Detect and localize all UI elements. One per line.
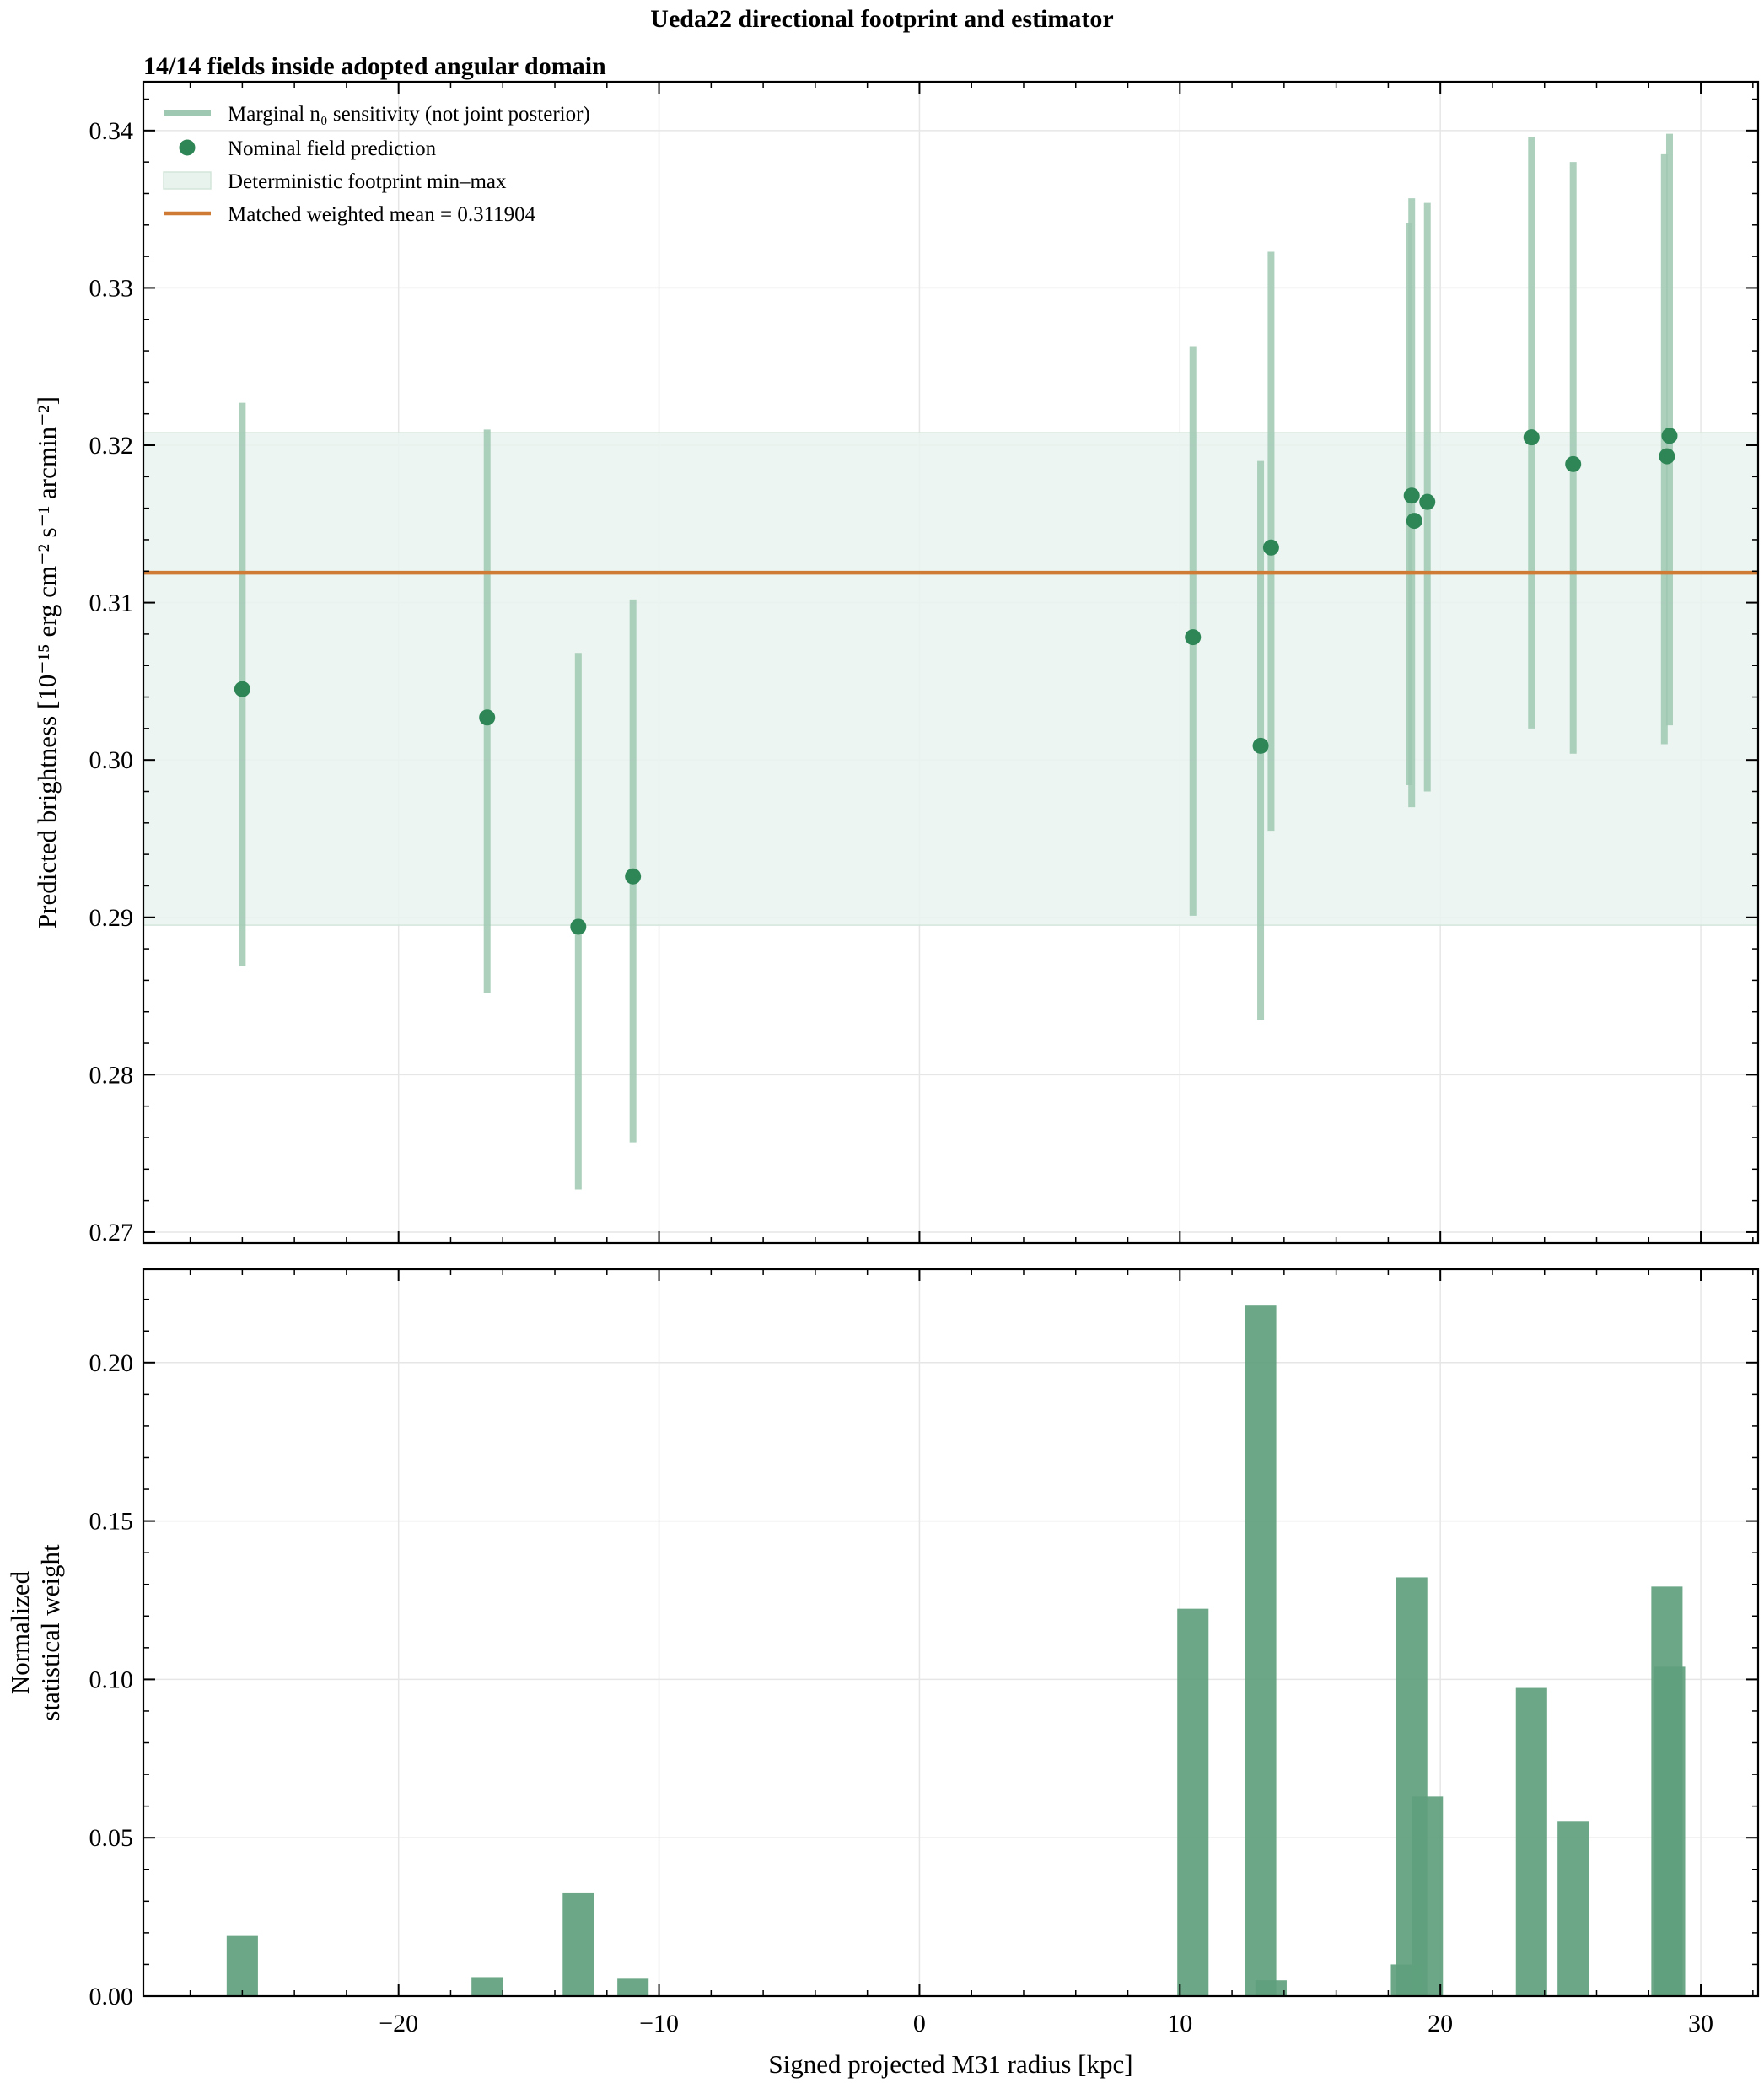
top-y-tick-labels: 0.27 0.28 0.29 0.30 0.31 0.32 0.33 0.34 (89, 117, 134, 1246)
bottom-ticks (143, 1269, 1758, 1997)
weight-bar (1245, 1305, 1277, 1996)
top-axes-frame (142, 80, 1760, 1245)
bottom-y-axis-label-line: statistical weight (35, 1544, 65, 1721)
legend-label: Nominal field prediction (228, 137, 437, 160)
bottom-y-tick-labels: 0.00 0.05 0.10 0.15 0.20 (89, 1349, 134, 2010)
weight-bar (1654, 1666, 1686, 1996)
x-tick-label: 30 (1688, 2010, 1713, 2037)
weight-bar (617, 1978, 649, 1996)
weight-bar (562, 1892, 594, 1996)
top-y-tick-label: 0.29 (89, 904, 134, 932)
figure-title: Ueda22 directional footprint and estimat… (650, 5, 1113, 33)
x-axis-label: Signed projected M31 radius [kpc] (768, 2049, 1132, 2079)
top-y-tick-label: 0.32 (89, 432, 134, 460)
weight-bar (1557, 1821, 1589, 1996)
nominal-points (234, 428, 1678, 935)
top-y-tick-label: 0.30 (89, 746, 134, 774)
weight-bar (1177, 1608, 1209, 1996)
legend-label: Marginal n₀ sensitivity (not joint poste… (228, 103, 590, 126)
nominal-point (1419, 493, 1436, 510)
bottom-y-axis-label-line: Normalized (5, 1570, 35, 1694)
legend: Marginal n₀ sensitivity (not joint poste… (163, 103, 590, 226)
x-tick-label: 0 (913, 2010, 926, 2037)
nominal-point (1252, 737, 1269, 754)
nominal-point (625, 868, 642, 885)
bottom-axes-frame (142, 1268, 1760, 1998)
nominal-point (479, 709, 496, 726)
legend-point-swatch (179, 139, 196, 156)
nominal-point (1403, 487, 1420, 504)
x-tick-label: 10 (1167, 2010, 1192, 2037)
weight-bar (1255, 1980, 1287, 1996)
nominal-point (1406, 513, 1422, 530)
bottom-y-tick-label: 0.00 (89, 1983, 134, 2010)
top-y-tick-label: 0.31 (89, 589, 134, 617)
x-tick-label: −20 (379, 2010, 418, 2037)
x-tick-label: 20 (1428, 2010, 1453, 2037)
top-ticks (143, 82, 1758, 1243)
brightness-panel: 0.27 0.28 0.29 0.30 0.31 0.32 0.33 0.34 Predict… (32, 80, 1760, 1246)
weight-bar (471, 1977, 503, 1996)
weight-bar (226, 1935, 258, 1996)
top-y-tick-label: 0.27 (89, 1219, 134, 1246)
x-tick-label: −10 (639, 2010, 679, 2037)
bottom-y-tick-label: 0.05 (89, 1824, 134, 1852)
weight-panel: 0.00 0.05 0.10 0.15 0.20 −20 −10 0 10 20 30 Norma… (5, 1268, 1760, 2079)
nominal-point (1185, 629, 1202, 646)
legend-label: Deterministic footprint min–max (228, 170, 507, 193)
top-y-axis-label: Predicted brightness [10⁻¹⁵ erg cm⁻² s⁻¹… (32, 396, 62, 928)
figure-subtitle: 14/14 fields inside adopted angular doma… (143, 52, 606, 80)
top-y-tick-label: 0.28 (89, 1061, 134, 1089)
weight-bar (1412, 1796, 1444, 1996)
nominal-point (234, 681, 250, 697)
weight-bars (226, 1305, 1686, 1996)
bottom-y-axis-label: Normalizedstatistical weight (5, 1544, 65, 1721)
bottom-y-tick-label: 0.15 (89, 1508, 134, 1536)
footprint-band (143, 432, 1759, 926)
nominal-point (1659, 448, 1675, 465)
top-y-tick-label: 0.34 (89, 117, 134, 145)
bottom-y-tick-label: 0.20 (89, 1349, 134, 1377)
legend-band-swatch (163, 171, 212, 190)
bottom-y-tick-label: 0.10 (89, 1666, 134, 1693)
nominal-point (570, 918, 587, 935)
weight-bar (1515, 1687, 1547, 1996)
legend-label: Matched weighted mean = 0.311904 (228, 203, 536, 226)
top-y-tick-label: 0.33 (89, 274, 134, 302)
nominal-point (1565, 455, 1582, 472)
nominal-point (1523, 429, 1540, 446)
x-tick-labels: −20 −10 0 10 20 30 (379, 2010, 1713, 2037)
bottom-y-axis-label-text: Normalizedstatistical weight (5, 1544, 65, 1721)
nominal-point (1262, 539, 1279, 556)
nominal-point (1661, 428, 1678, 444)
